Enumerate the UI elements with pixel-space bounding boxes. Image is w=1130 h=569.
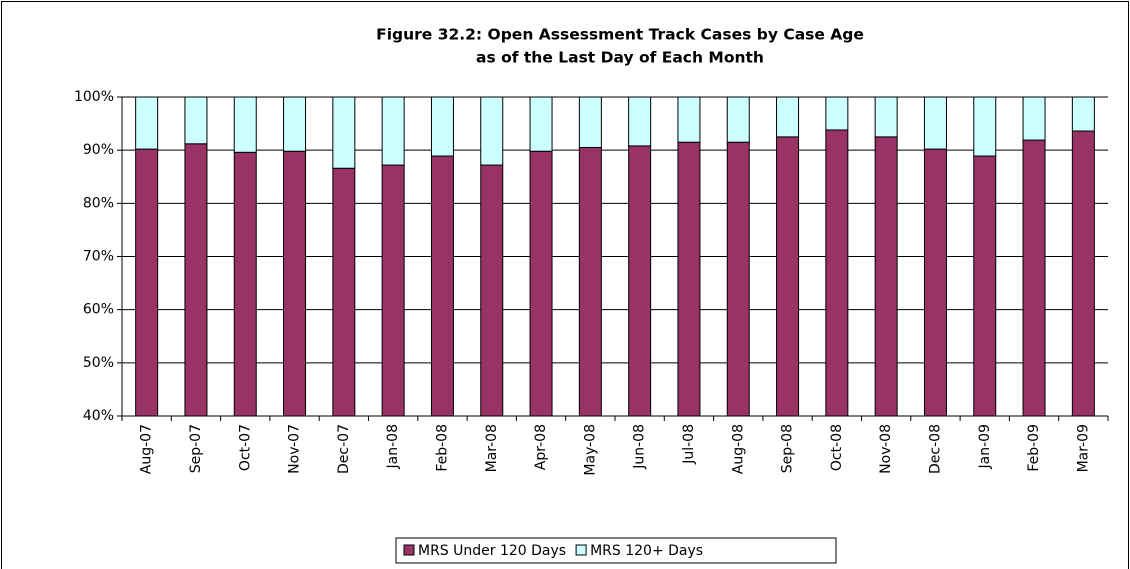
legend-swatch	[403, 544, 415, 556]
bar-segment	[628, 96, 652, 147]
x-tick-label: Jul-08	[681, 424, 697, 465]
bar-segment	[1022, 96, 1046, 141]
bar-segment	[628, 145, 652, 417]
bar-segment	[1071, 130, 1095, 417]
x-tick-label: Oct-07	[237, 424, 253, 471]
bar-segment	[135, 148, 159, 417]
x-tick-label: Aug-07	[139, 424, 155, 474]
x-tick-label: Dec-07	[336, 424, 352, 474]
x-tick-label: Aug-08	[730, 424, 746, 474]
legend-box	[395, 537, 837, 564]
x-tick-label: May-08	[582, 424, 598, 476]
bar-segment	[776, 136, 800, 417]
bar-segment	[184, 143, 208, 417]
bar-segment	[233, 151, 257, 417]
bar-segment	[480, 164, 504, 417]
x-tick-label: Dec-08	[927, 424, 943, 474]
x-tick-label: Oct-08	[829, 424, 845, 471]
bar-segment	[578, 96, 602, 149]
bar-segment	[578, 147, 602, 417]
bar-segment	[332, 167, 356, 417]
x-tick-label: Feb-09	[1026, 424, 1042, 472]
bar-segment	[874, 136, 898, 417]
bar-segment	[480, 96, 504, 166]
x-tick-label: Jun-08	[632, 424, 648, 470]
bar-segment	[677, 96, 701, 143]
bar-segment	[135, 96, 159, 150]
bar-segment	[776, 96, 800, 138]
bar-segment	[233, 96, 257, 153]
bar-segment	[184, 96, 208, 145]
bar-segment	[283, 96, 307, 152]
x-tick-label: Nov-08	[878, 424, 894, 474]
bar-segment	[1071, 96, 1095, 132]
x-tick-label: Mar-08	[484, 424, 500, 472]
x-tick-label: Nov-07	[287, 424, 303, 474]
y-tick-label: 50%	[83, 355, 114, 371]
bar-segment	[874, 96, 898, 138]
x-tick-label: Jan-09	[977, 424, 993, 469]
x-tick-label: Jan-08	[385, 424, 401, 469]
bar-segment	[973, 96, 997, 157]
bar-segment	[923, 148, 947, 417]
legend-label: MRS Under 120 Days	[418, 543, 566, 559]
bar-segment	[825, 129, 849, 417]
bar-segment	[923, 96, 947, 150]
bar-segment	[1022, 139, 1046, 417]
x-tick-label: Sep-07	[188, 424, 204, 473]
x-tick-label: Apr-08	[533, 424, 549, 470]
bar-segment	[381, 164, 405, 417]
y-tick-label: 60%	[83, 302, 114, 318]
x-tick-label: Feb-08	[434, 424, 450, 472]
bar-segment	[430, 96, 454, 157]
bar-segment	[381, 96, 405, 166]
y-tick-label: 40%	[83, 408, 114, 424]
bar-segment	[332, 96, 356, 169]
legend-swatch	[575, 544, 587, 556]
chart-title: as of the Last Day of Each Month	[476, 49, 764, 67]
bar-segment	[283, 150, 307, 417]
bar-segment	[726, 96, 750, 143]
y-tick-label: 90%	[83, 142, 114, 158]
legend-label: MRS 120+ Days	[590, 543, 703, 559]
chart-title: Figure 32.2: Open Assessment Track Cases…	[376, 26, 864, 44]
bar-segment	[677, 141, 701, 417]
y-tick-label: 70%	[83, 249, 114, 265]
bar-segment	[973, 155, 997, 417]
bar-segment	[825, 96, 849, 131]
y-tick-label: 80%	[83, 195, 114, 211]
bar-segment	[529, 96, 553, 152]
x-tick-label: Sep-08	[780, 424, 796, 473]
y-tick-label: 100%	[74, 89, 114, 105]
bar-segment	[430, 155, 454, 417]
bar-segment	[726, 141, 750, 417]
x-tick-label: Mar-09	[1075, 424, 1091, 472]
bar-segment	[529, 150, 553, 417]
